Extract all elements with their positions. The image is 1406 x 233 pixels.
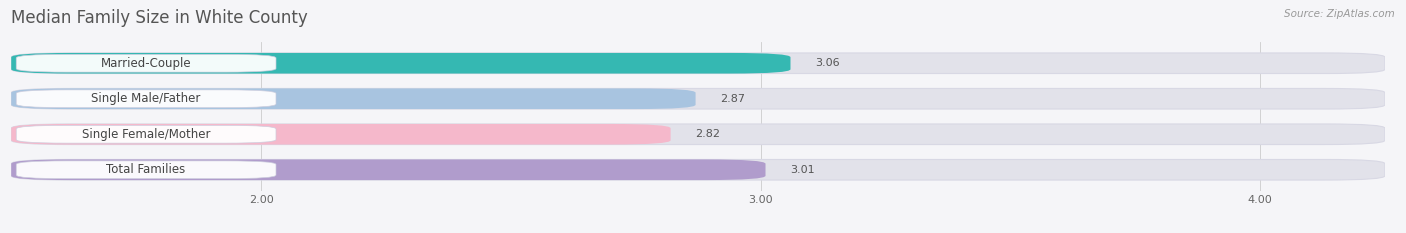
FancyBboxPatch shape [11,159,765,180]
FancyBboxPatch shape [17,161,276,179]
Text: Source: ZipAtlas.com: Source: ZipAtlas.com [1284,9,1395,19]
Text: 3.01: 3.01 [790,165,815,175]
Text: Single Male/Father: Single Male/Father [91,92,201,105]
FancyBboxPatch shape [11,159,1385,180]
FancyBboxPatch shape [17,54,276,72]
Text: Total Families: Total Families [107,163,186,176]
Text: 3.06: 3.06 [815,58,841,68]
FancyBboxPatch shape [17,125,276,143]
Text: 2.87: 2.87 [720,94,745,104]
Text: Median Family Size in White County: Median Family Size in White County [11,9,308,27]
FancyBboxPatch shape [17,90,276,108]
FancyBboxPatch shape [11,89,1385,109]
FancyBboxPatch shape [11,89,696,109]
FancyBboxPatch shape [11,53,1385,74]
Text: Married-Couple: Married-Couple [101,57,191,70]
Text: 2.82: 2.82 [696,129,721,139]
FancyBboxPatch shape [11,53,790,74]
FancyBboxPatch shape [11,124,1385,144]
FancyBboxPatch shape [11,124,671,144]
Text: Single Female/Mother: Single Female/Mother [82,128,211,141]
